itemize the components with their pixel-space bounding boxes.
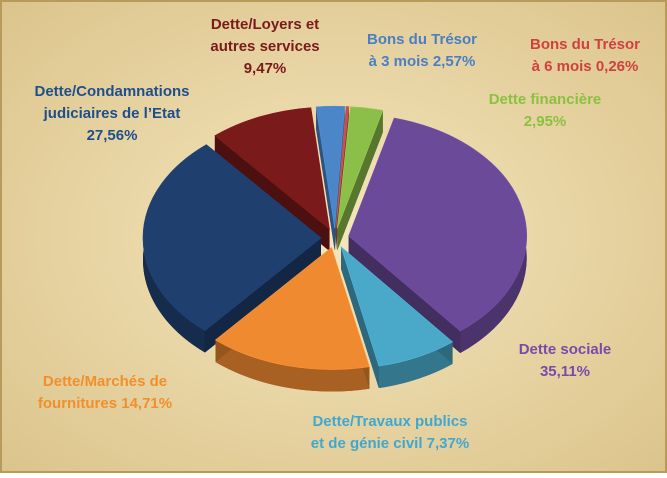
label-line: Dette/Travaux publics xyxy=(312,413,467,430)
pie xyxy=(142,105,527,392)
label-line: Dette/Marchés de xyxy=(43,373,167,390)
label-line: Bons du Trésor xyxy=(367,31,477,48)
slice-face xyxy=(337,110,383,251)
label-line: à 6 mois xyxy=(532,58,596,75)
slice-label: Dette/Loyers et autres services 9,47% xyxy=(210,16,319,77)
label-line: autres services xyxy=(210,38,319,55)
slice-face xyxy=(316,106,335,251)
label-line: Dette financière xyxy=(489,91,602,108)
label-line: Dette/Condamnations xyxy=(34,83,189,100)
label-line: fournitures xyxy=(38,395,121,412)
value-label: 7,37% xyxy=(427,435,470,452)
slice-label: Bons du Trésor à 6 mois 0,26% xyxy=(530,36,640,75)
value-label: 0,26% xyxy=(596,58,639,75)
slice xyxy=(142,144,322,331)
value-label: 2,95% xyxy=(524,113,567,130)
slice-side xyxy=(378,341,453,389)
slice-label: Dette/Condamnations judiciaires de l’Etat… xyxy=(34,83,189,144)
label-line: judiciaires de l’Etat xyxy=(43,105,181,122)
slice xyxy=(214,107,330,230)
slice xyxy=(335,106,350,229)
slice-face xyxy=(204,237,322,353)
label-line: et de génie civil xyxy=(311,435,427,452)
slice-face xyxy=(348,235,461,354)
value-label: 9,47% xyxy=(244,60,287,77)
slice-label: Dette financière 2,95% xyxy=(489,91,602,130)
slice xyxy=(340,245,454,367)
label-line: Dette/Loyers et xyxy=(211,16,319,33)
slice-label: Dette/Travaux publics et de génie civil 7… xyxy=(311,413,469,452)
value-label: 2,57% xyxy=(433,53,476,70)
slice-side xyxy=(215,340,370,392)
slice-label: Dette sociale 35,11% xyxy=(519,341,612,380)
slice-label: Bons du Trésor à 3 mois 2,57% xyxy=(367,31,477,70)
label-line: Bons du Trésor xyxy=(530,36,640,53)
slice xyxy=(214,246,370,370)
slice xyxy=(348,117,527,332)
labels: Bons du Trésor à 3 mois 2,57%Bons du Trés… xyxy=(34,16,640,452)
label-line: Dette sociale xyxy=(519,341,612,358)
slice-label: Dette/Marchés de fournitures 14,71% xyxy=(38,373,172,412)
slice xyxy=(337,106,384,229)
value-label: 14,71% xyxy=(121,395,172,412)
label-line: à 3 mois xyxy=(369,53,433,70)
value-label: 35,11% xyxy=(540,363,590,380)
slice xyxy=(315,105,346,229)
slice-face xyxy=(341,246,379,389)
value-label: 27,56% xyxy=(87,127,138,144)
